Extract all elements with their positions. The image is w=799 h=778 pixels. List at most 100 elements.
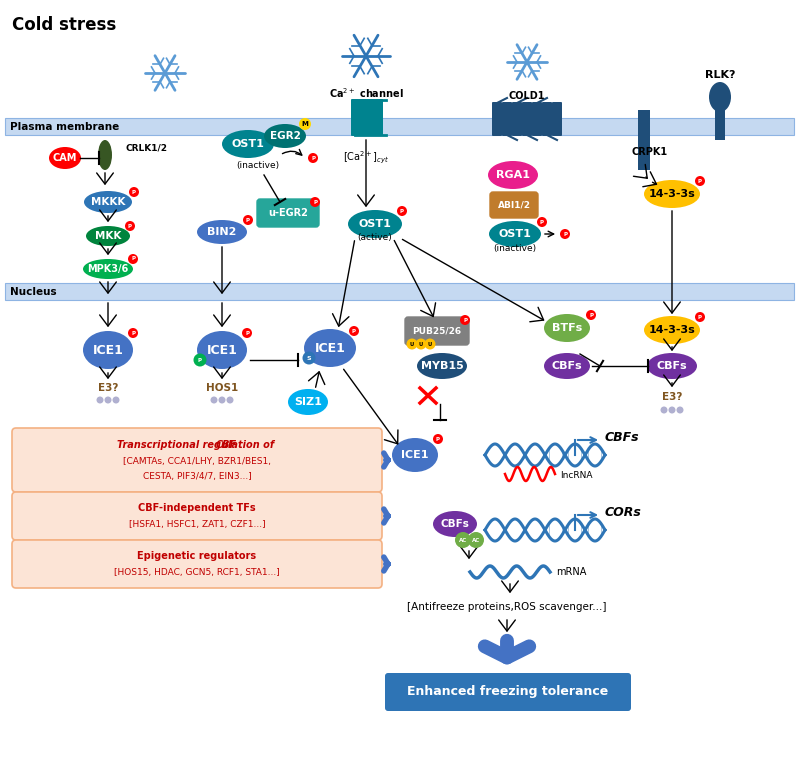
Ellipse shape [644,316,700,344]
Text: (inactive): (inactive) [237,160,280,170]
Text: lncRNA: lncRNA [560,471,593,479]
Ellipse shape [86,226,130,246]
Bar [715,110,725,140]
Text: P: P [245,331,249,335]
Text: [Ca$^{2+}$]$_{cyt}$: [Ca$^{2+}$]$_{cyt}$ [343,150,389,166]
Ellipse shape [489,221,541,247]
Text: S: S [307,356,312,360]
Text: E3?: E3? [662,392,682,402]
Text: [HSFA1, HSFC1, ZAT1, CZF1...]: [HSFA1, HSFC1, ZAT1, CZF1...] [129,520,265,528]
FancyBboxPatch shape [512,102,522,136]
Text: P: P [131,331,135,335]
Text: AC: AC [472,538,480,542]
Circle shape [303,352,316,365]
FancyBboxPatch shape [552,102,562,136]
Ellipse shape [197,220,247,244]
FancyBboxPatch shape [375,99,383,136]
Circle shape [242,328,252,338]
Circle shape [299,118,311,130]
FancyBboxPatch shape [367,99,375,136]
Text: ICE1: ICE1 [401,450,429,460]
FancyBboxPatch shape [405,317,469,345]
FancyBboxPatch shape [12,428,382,492]
Circle shape [537,217,547,227]
Text: CRPK1: CRPK1 [632,147,668,157]
Circle shape [129,187,139,197]
Text: OST1: OST1 [499,229,531,239]
Circle shape [433,434,443,444]
FancyBboxPatch shape [12,540,382,588]
Circle shape [455,532,471,548]
Text: P: P [131,257,135,261]
FancyBboxPatch shape [532,102,542,136]
Text: MPK3/6: MPK3/6 [87,264,129,274]
Text: SIZ1: SIZ1 [294,397,322,407]
Text: RGA1: RGA1 [496,170,530,180]
Text: PUB25/26: PUB25/26 [412,327,462,335]
Text: U: U [419,342,423,346]
Circle shape [128,254,138,264]
Text: Epigenetic regulators: Epigenetic regulators [137,551,256,561]
Circle shape [125,221,135,231]
Text: P: P [400,209,404,213]
FancyBboxPatch shape [502,102,512,136]
FancyBboxPatch shape [492,102,502,136]
Ellipse shape [433,511,477,537]
Text: ICE1: ICE1 [315,342,345,355]
FancyBboxPatch shape [522,102,532,136]
Text: Cold stress: Cold stress [12,16,116,34]
Ellipse shape [417,353,467,379]
Text: CBF-independent TFs: CBF-independent TFs [138,503,256,513]
Text: ICE1: ICE1 [207,344,237,356]
Circle shape [97,397,104,404]
Text: [Antifreeze proteins,ROS scavenger...]: [Antifreeze proteins,ROS scavenger...] [407,602,606,612]
Text: RLK?: RLK? [705,70,735,80]
Circle shape [695,176,705,186]
Text: CBFs: CBFs [440,519,470,529]
Text: [CAMTAs, CCA1/LHY, BZR1/BES1,: [CAMTAs, CCA1/LHY, BZR1/BES1, [123,457,271,465]
Circle shape [218,397,225,404]
Text: Transcriptional regulation of: Transcriptional regulation of [117,440,277,450]
Circle shape [128,328,138,338]
Ellipse shape [83,259,133,279]
Circle shape [468,532,484,548]
Ellipse shape [49,147,81,169]
Circle shape [669,406,675,413]
Ellipse shape [98,140,112,170]
Text: P: P [698,178,702,184]
Text: MYB15: MYB15 [420,361,463,371]
Text: CESTA, PIF3/4/7, EIN3...]: CESTA, PIF3/4/7, EIN3...] [143,471,252,481]
Circle shape [560,229,570,239]
Text: CAM: CAM [53,153,78,163]
Text: ICE1: ICE1 [93,344,123,356]
Circle shape [460,315,470,325]
FancyBboxPatch shape [351,99,359,136]
FancyBboxPatch shape [490,192,538,218]
Text: P: P [563,232,567,237]
Text: P: P [463,317,467,323]
Text: BIN2: BIN2 [207,227,237,237]
Circle shape [677,406,683,413]
Text: MKK: MKK [95,231,121,241]
Text: P: P [132,190,136,194]
FancyBboxPatch shape [359,99,367,136]
Bar [5,118,794,135]
Ellipse shape [83,331,133,369]
Text: Plasma membrane: Plasma membrane [10,121,119,131]
Ellipse shape [488,161,538,189]
Text: Enhanced freezing tolerance: Enhanced freezing tolerance [407,685,609,699]
Ellipse shape [392,438,438,472]
Circle shape [397,206,407,216]
Text: mRNA: mRNA [556,567,586,577]
Text: P: P [311,156,315,160]
Text: HOS1: HOS1 [206,383,238,393]
Circle shape [310,197,320,207]
Text: u-EGR2: u-EGR2 [268,208,308,218]
Text: OST1: OST1 [359,219,392,229]
Text: P: P [540,219,544,225]
Text: BTFs: BTFs [552,323,582,333]
Text: CORs: CORs [605,506,642,518]
Text: P: P [436,436,440,441]
Text: EGR2: EGR2 [269,131,300,141]
Ellipse shape [288,389,328,415]
